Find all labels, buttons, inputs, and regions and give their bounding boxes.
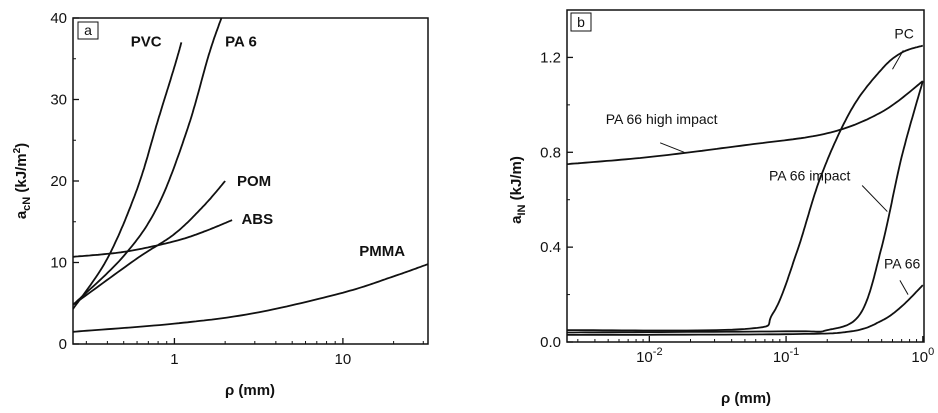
x-tick-label: 1 <box>170 351 178 368</box>
series-label-abs: ABS <box>241 211 273 228</box>
leader-line <box>659 142 685 153</box>
panel-b-chart: 10-2 10-1 100 0.0 0.4 0.8 1.2 PC PA 66 high imp… <box>508 9 934 407</box>
y-tick-label: 0.4 <box>540 239 561 256</box>
y-tick-label: 1.2 <box>540 49 561 66</box>
series-label-pmma: PMMA <box>359 243 405 260</box>
panel-b-curve-labels: PC PA 66 high impact PA 66 impact PA 66 <box>606 25 921 295</box>
panel-a-tag-box <box>77 21 99 40</box>
series-line-pc <box>567 44 924 332</box>
panel-a-curves <box>73 18 428 333</box>
series-label-pa-66-impact: PA 66 impact <box>769 168 851 184</box>
y-tick-label: 0.0 <box>540 334 561 351</box>
series-line-pmma <box>73 263 428 333</box>
y-tick-label: 40 <box>50 10 67 27</box>
series-label-pvc: PVC <box>131 34 162 51</box>
panel-b-ticks: 10-2 10-1 100 0.0 0.4 0.8 1.2 <box>540 49 934 366</box>
leader-line <box>892 50 904 70</box>
panel-a-ylabel-sup: 2 <box>12 147 23 153</box>
y-tick-label: 0 <box>59 336 67 353</box>
x-tick-label: 10-1 <box>773 346 799 366</box>
panel-a-tag: a <box>84 22 92 38</box>
panel-a-x-axis-label: ρ (mm) <box>225 382 275 399</box>
series-line-pa-66 <box>567 284 924 336</box>
panel-b-ylabel-main: a <box>508 215 525 224</box>
series-line-pom <box>73 180 226 306</box>
series-line-pa-66-impact <box>567 80 924 334</box>
panel-a-ticks: 1 10 0 10 20 30 40 <box>50 10 424 368</box>
series-label-pc: PC <box>894 25 913 41</box>
panel-b-ylabel-unit: (kJ/m) <box>508 156 525 204</box>
panel-a-ylabel-end: ) <box>13 143 30 148</box>
series-line-pvc <box>73 42 183 310</box>
panel-b-tag-box <box>570 12 592 32</box>
y-tick-label: 20 <box>50 173 67 190</box>
series-line-pa-6 <box>73 18 223 306</box>
leader-line <box>899 280 909 295</box>
panel-a-ylabel-sub: cN <box>21 197 33 211</box>
panel-a-ylabel-unit: (kJ/m <box>13 153 30 196</box>
series-label-pa-6: PA 6 <box>225 34 257 51</box>
panel-a-y-axis-label: acN (kJ/m2) <box>12 143 33 219</box>
panel-a-ylabel-main: a <box>13 210 30 219</box>
y-tick-label: 30 <box>50 92 67 109</box>
leader-line <box>861 185 888 212</box>
series-label-pa-66-high-impact: PA 66 high impact <box>606 111 718 127</box>
panel-b-ylabel-sub: IN <box>516 204 528 215</box>
x-tick-label: 10 <box>335 351 352 368</box>
series-line-abs <box>73 219 233 258</box>
y-tick-label: 10 <box>50 255 67 272</box>
panel-b-y-axis-label: aIN (kJ/m) <box>508 156 528 224</box>
panel-b-curves <box>567 44 924 336</box>
series-line-pa-66-high-impact <box>567 80 924 165</box>
series-label-pa-66: PA 66 <box>884 255 921 271</box>
series-label-pom: POM <box>237 173 271 190</box>
x-tick-label: 100 <box>911 346 934 366</box>
y-tick-label: 0.8 <box>540 144 561 161</box>
panel-a-curve-labels: PVC PA 6 POM ABS PMMA <box>131 34 406 260</box>
panel-b-tag: b <box>577 14 585 30</box>
panel-b-plot-frame <box>566 9 925 343</box>
x-tick-label: 10-2 <box>636 346 662 366</box>
panel-b-x-axis-label: ρ (mm) <box>721 390 771 407</box>
